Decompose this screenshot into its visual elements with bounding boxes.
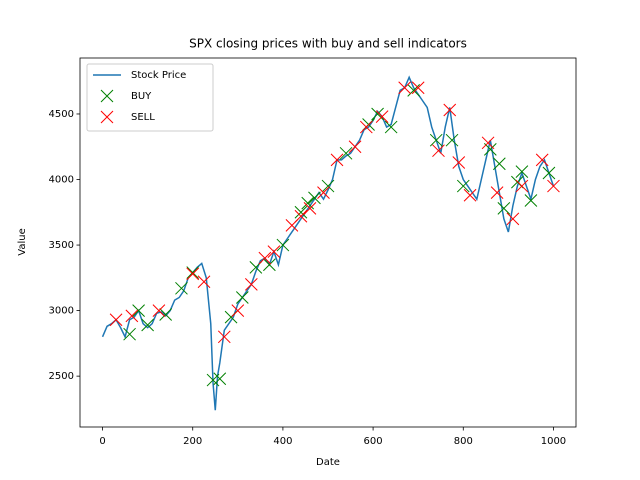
marker [263, 258, 276, 272]
marker [432, 144, 445, 158]
marker [492, 157, 506, 171]
marker [490, 186, 504, 199]
x-tick-label: 600 [364, 436, 383, 447]
marker [276, 238, 290, 252]
marker [100, 89, 114, 103]
x-tick-label: 1000 [541, 436, 566, 447]
marker [125, 309, 139, 323]
marker [123, 327, 136, 341]
marker [411, 81, 425, 95]
y-tick-label: 2500 [49, 371, 74, 382]
marker [506, 212, 520, 226]
marker [303, 201, 317, 215]
x-axis-label: Date [316, 457, 340, 468]
marker [497, 201, 511, 215]
marker [258, 251, 272, 265]
marker [547, 179, 560, 193]
marker [175, 281, 188, 295]
legend: Stock Price BUY SELL [86, 63, 214, 132]
marker [524, 194, 538, 207]
marker [481, 136, 495, 150]
legend-label: Stock Price [131, 70, 186, 81]
y-axis-label: Value [17, 228, 28, 255]
marker [231, 304, 245, 317]
marker [186, 267, 200, 281]
marker [542, 166, 556, 180]
marker [429, 133, 443, 147]
marker [456, 179, 470, 193]
legend-label: BUY [131, 91, 152, 102]
marker [244, 278, 258, 291]
legend-box [86, 63, 214, 132]
marker [515, 165, 529, 179]
marker [294, 205, 308, 219]
marker [308, 191, 321, 205]
marker [186, 266, 200, 279]
marker [317, 186, 330, 199]
y-tick-label: 4000 [49, 175, 74, 186]
marker [217, 330, 231, 344]
marker [463, 188, 477, 202]
marker [515, 179, 529, 193]
chart-title: SPX closing prices with buy and sell ind… [189, 37, 467, 51]
marker [141, 318, 154, 332]
marker [371, 107, 384, 121]
marker [535, 153, 549, 167]
marker [339, 146, 353, 160]
marker [330, 153, 344, 167]
legend-label: SELL [131, 112, 155, 123]
marker [152, 304, 166, 317]
marker [384, 120, 398, 134]
marker [197, 275, 211, 289]
x-tick-label: 200 [183, 436, 202, 447]
marker [443, 103, 457, 117]
x-tick-label: 0 [99, 436, 105, 447]
y-tick-label: 3500 [49, 240, 74, 251]
marker [375, 110, 389, 123]
marker [348, 140, 362, 154]
marker [109, 313, 123, 327]
marker [100, 110, 114, 124]
marker [267, 245, 281, 258]
marker [321, 179, 335, 193]
marker [445, 133, 459, 147]
marker [452, 156, 466, 169]
y-tick-label: 4500 [49, 109, 74, 120]
marker [483, 143, 497, 156]
price-line [101, 75, 555, 411]
x-tick-label: 400 [273, 436, 292, 447]
marker [213, 372, 227, 386]
marker [235, 291, 249, 304]
marker [359, 120, 373, 134]
plot-frame [79, 57, 577, 428]
marker [407, 84, 421, 97]
marker [398, 81, 412, 95]
marker [132, 304, 145, 317]
marker [294, 209, 308, 223]
x-tick-label: 800 [454, 436, 473, 447]
y-tick-label: 3000 [49, 306, 74, 317]
marker [159, 308, 173, 321]
